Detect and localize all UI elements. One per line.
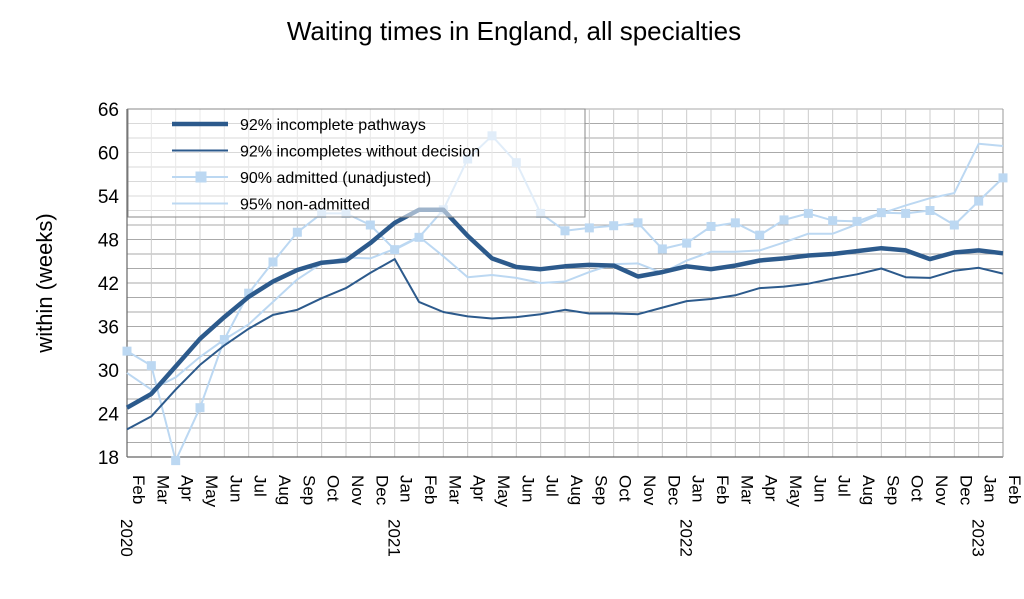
data-point-marker [560,226,570,236]
data-point-marker [584,223,594,233]
axes [126,109,1004,458]
data-point-marker [292,227,302,237]
series-line [125,207,1004,410]
legend-label: 92% incomplete pathways [240,117,426,134]
x-year-label: 2022 [677,519,696,557]
legend-label: 95% non-admitted [240,197,370,214]
y-tick-label: 30 [98,361,119,382]
data-point-marker [414,232,424,242]
x-tick-label: May [786,475,805,508]
x-tick-label: Aug [275,475,294,505]
data-point-marker [146,361,156,371]
x-tick-label: Nov [348,475,367,506]
y-tick-label: 36 [98,318,119,339]
data-point-marker [219,335,229,345]
x-tick-label: Mar [737,475,756,505]
chart-title: Waiting times in England, all specialtie… [287,16,741,46]
data-point-marker [803,208,813,218]
legend: 92% incomplete pathways 92% incompletes w… [127,108,586,218]
x-tick-label: Mar [445,475,464,505]
x-tick-label: Sep [299,475,318,505]
data-point-marker [633,218,643,228]
data-point-marker [852,216,862,226]
data-point-marker [949,220,959,230]
data-point-marker [244,288,254,298]
y-tick-labels: 18 24 30 36 42 48 54 60 66 [98,100,120,469]
data-point-marker [657,244,667,254]
y-axis-label: within (weeks) [32,213,57,353]
x-tick-label: Feb [713,475,732,504]
x-tick-label: Jul [543,475,562,497]
y-tick-label: 18 [98,448,119,469]
y-tick-label: 60 [98,144,119,165]
legend-label: 90% admitted (unadjusted) [240,170,431,187]
x-tick-label: Dec [372,475,391,506]
x-tick-label: Aug [567,475,586,505]
x-tick-label: Dec [956,475,975,506]
x-tick-label: Jan [397,475,416,502]
y-tick-label: 24 [98,405,120,426]
legend-label: 92% incompletes without decision [240,144,480,161]
data-point-marker [755,230,765,240]
x-tick-label: Oct [616,475,635,502]
x-tick-label: Sep [883,475,902,505]
x-tick-label: Jun [226,475,245,502]
x-tick-label: Mar [153,475,172,505]
data-point-marker [682,238,692,248]
data-point-marker [171,456,181,466]
data-point-marker [122,346,132,356]
data-point-marker [195,403,205,413]
data-point-marker [828,216,838,226]
x-tick-label: Oct [908,475,927,502]
data-point-marker [706,221,716,231]
x-tick-label: Sep [591,475,610,505]
x-tick-label: Apr [178,475,197,502]
x-tick-label: May [494,475,513,508]
y-tick-label: 42 [98,274,119,295]
x-year-label: 2021 [385,519,404,557]
data-point-marker [974,196,984,206]
x-tick-label: Nov [640,475,659,506]
data-point-marker [365,220,375,230]
x-tick-label: Apr [470,475,489,502]
x-tick-label: Jan [689,475,708,502]
x-tick-labels: Feb Mar Apr May Jun Jul Aug Sep Oct Nov Dec Jan Feb M… [117,475,1024,557]
x-year-label: 2023 [969,519,988,557]
y-tick-label: 48 [98,231,119,252]
data-point-marker [876,208,886,218]
data-point-marker [390,245,400,255]
x-tick-label: Feb [421,475,440,504]
data-point-marker [730,218,740,228]
y-tick-label: 66 [98,100,119,121]
data-point-marker [998,173,1008,183]
x-tick-label: Jan [981,475,1000,502]
x-tick-label: Jun [810,475,829,502]
data-point-marker [779,215,789,225]
x-tick-label: Feb [1005,475,1024,504]
x-tick-label: Aug [859,475,878,505]
data-point-marker [268,257,278,267]
x-tick-label: Dec [664,475,683,506]
y-tick-label: 54 [98,187,120,208]
x-tick-label: Nov [932,475,951,506]
data-point-marker [901,208,911,218]
x-tick-label: Jun [518,475,537,502]
x-tick-label: May [202,475,221,508]
data-point-marker [925,206,935,215]
series-lines [122,131,1008,466]
x-year-label: 2020 [117,519,136,557]
data-point-marker [609,221,619,231]
legend-marker [195,171,207,183]
legend-box [127,108,586,218]
x-tick-label: Jul [251,475,270,497]
x-tick-label: Jul [835,475,854,497]
x-tick-label: Feb [129,475,148,504]
x-tick-label: Apr [762,475,781,502]
series-line [126,258,1004,431]
x-tick-label: Oct [324,475,343,502]
